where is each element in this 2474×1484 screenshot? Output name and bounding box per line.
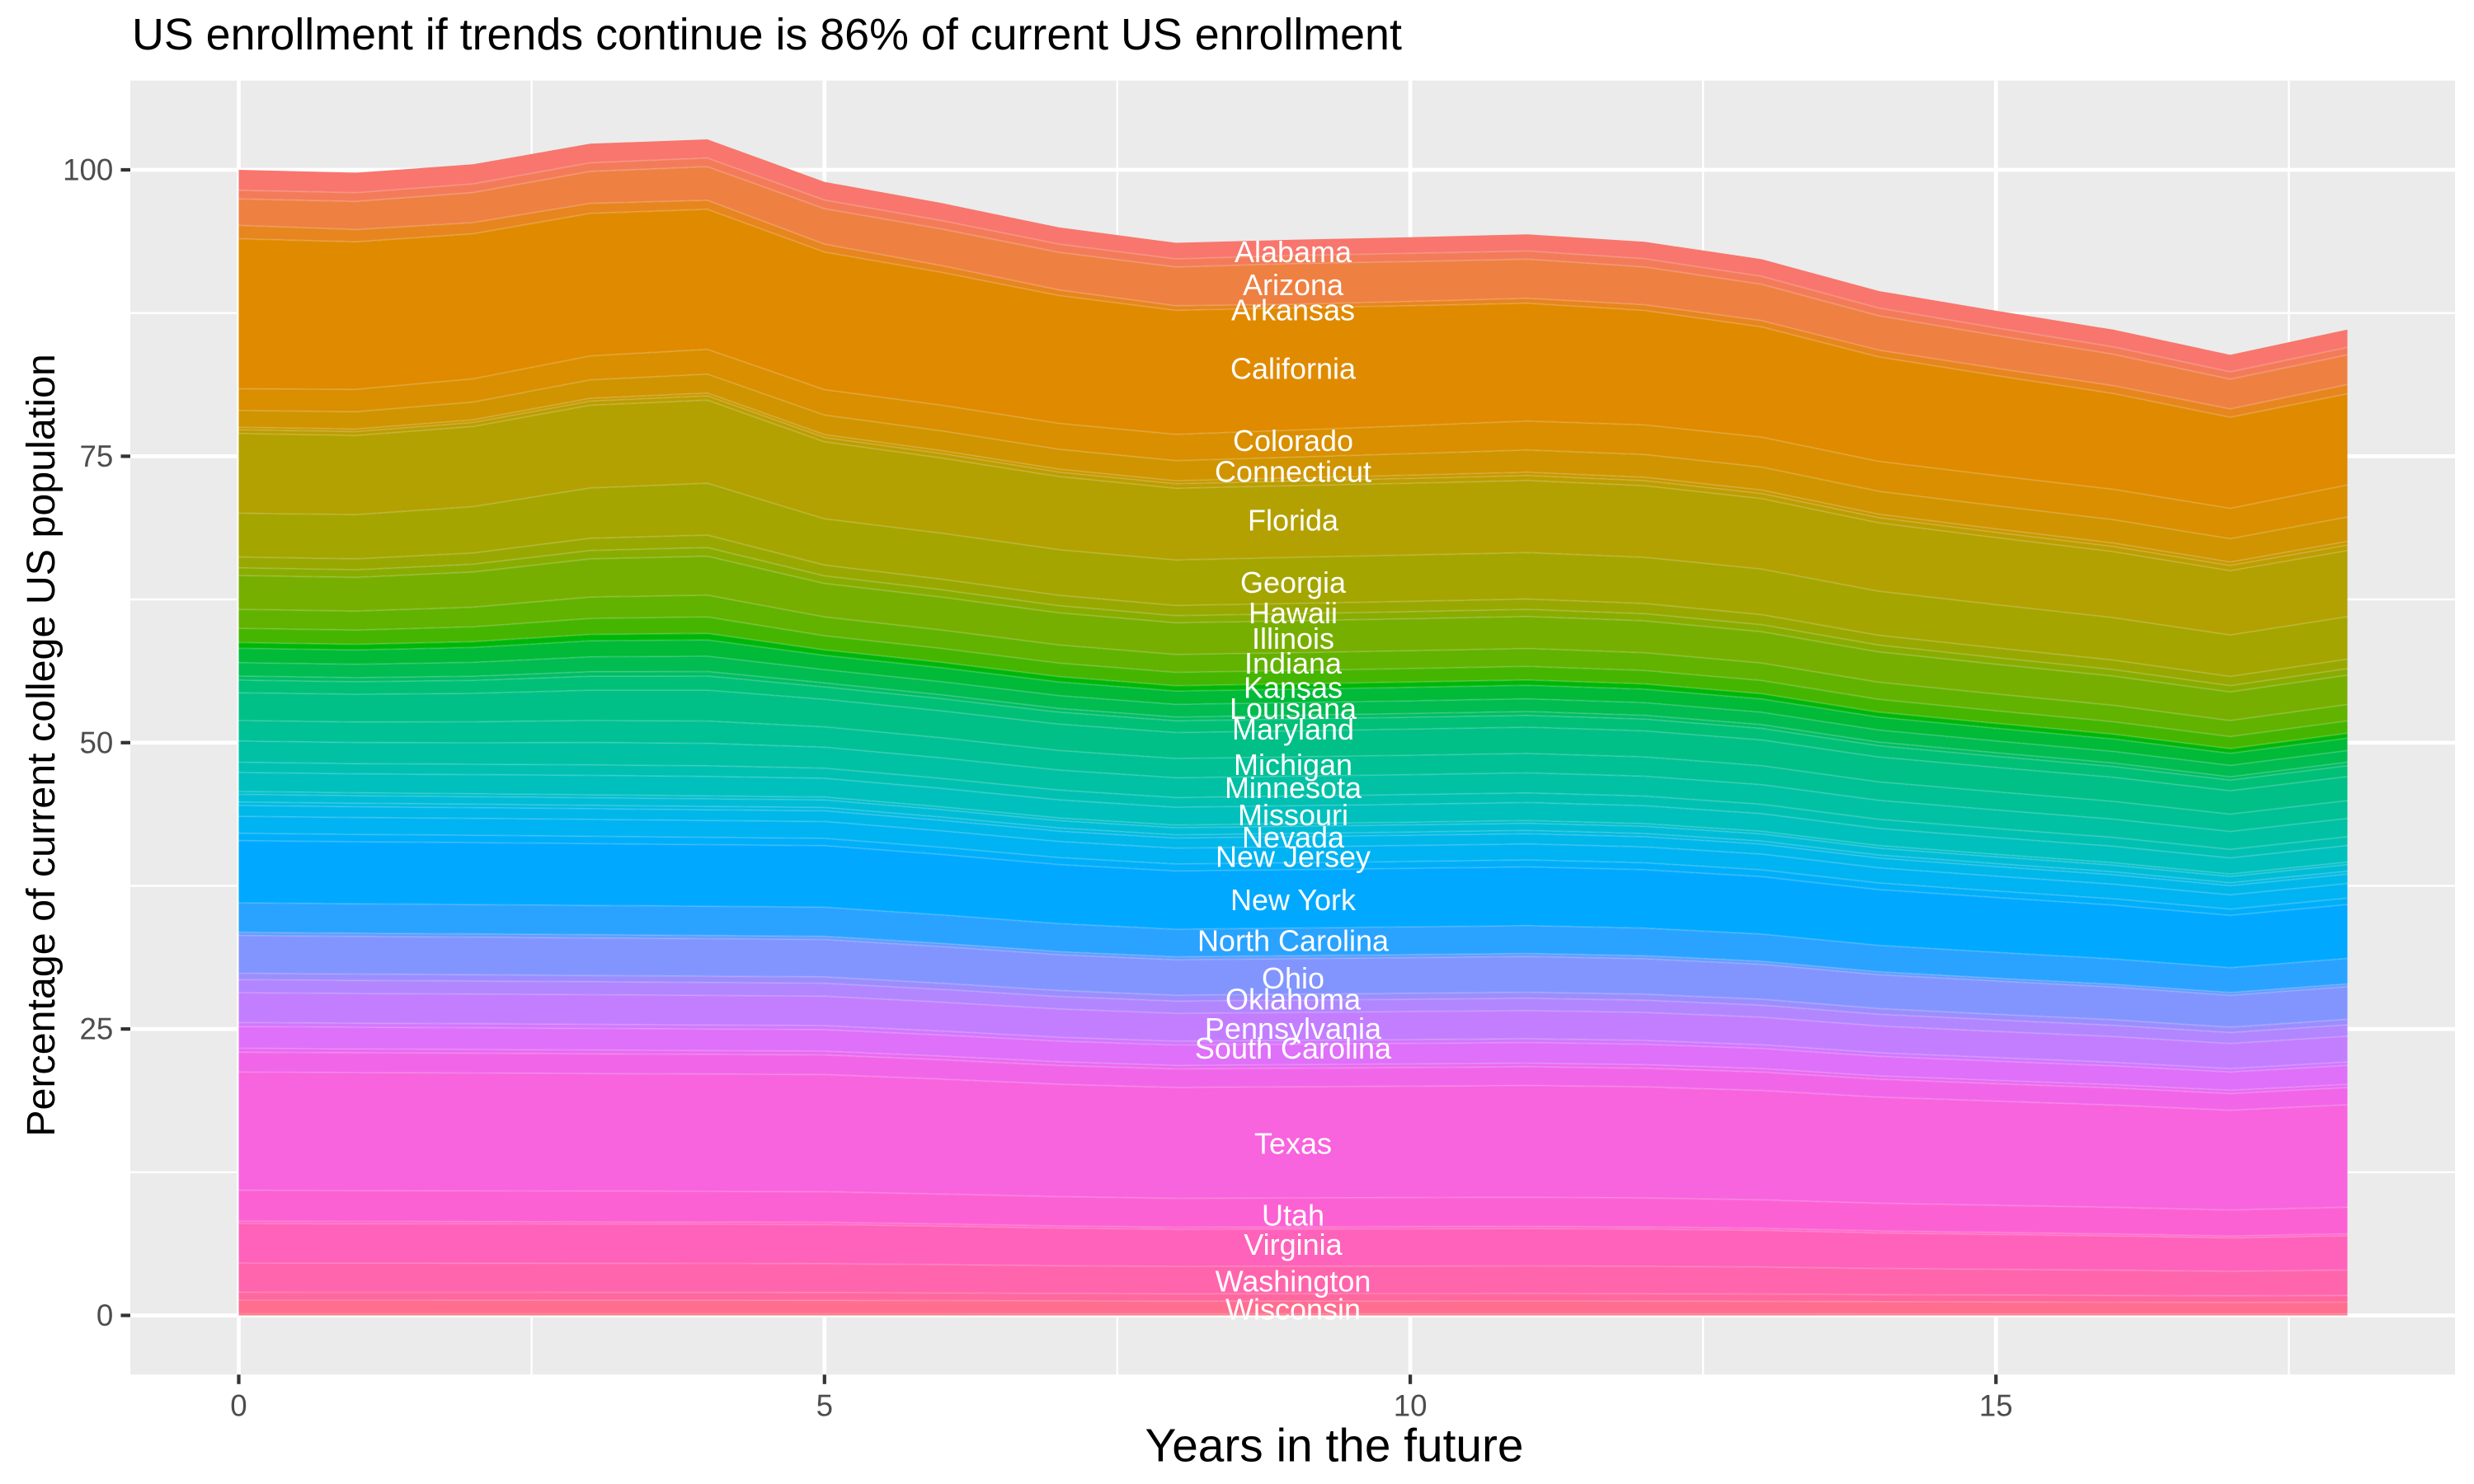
svg-text:Florida: Florida — [1248, 503, 1339, 537]
svg-text:Kansas: Kansas — [1244, 671, 1343, 705]
svg-text:Maryland: Maryland — [1232, 712, 1354, 746]
svg-text:Utah: Utah — [1262, 1199, 1324, 1233]
svg-text:Wisconsin: Wisconsin — [1225, 1293, 1361, 1327]
svg-text:South Carolina: South Carolina — [1195, 1031, 1392, 1065]
svg-text:Nevada: Nevada — [1242, 820, 1345, 854]
svg-text:25: 25 — [79, 1012, 113, 1046]
svg-text:Pennsylvania: Pennsylvania — [1205, 1012, 1382, 1045]
svg-text:0: 0 — [96, 1298, 113, 1332]
svg-text:Missouri: Missouri — [1238, 798, 1348, 832]
svg-text:Texas: Texas — [1254, 1126, 1332, 1160]
svg-text:Ohio: Ohio — [1262, 961, 1324, 995]
svg-text:5: 5 — [816, 1389, 833, 1423]
svg-text:Connecticut: Connecticut — [1215, 455, 1371, 489]
svg-text:100: 100 — [63, 153, 113, 187]
svg-text:North Carolina: North Carolina — [1197, 924, 1390, 958]
svg-text:Years in the future: Years in the future — [1145, 1421, 1524, 1472]
svg-text:Indiana: Indiana — [1244, 646, 1343, 680]
svg-text:Illinois: Illinois — [1252, 622, 1334, 655]
svg-text:California: California — [1230, 352, 1357, 386]
svg-text:Washington: Washington — [1216, 1265, 1371, 1298]
svg-text:New Jersey: New Jersey — [1216, 839, 1371, 873]
svg-text:Louisiana: Louisiana — [1230, 692, 1357, 726]
svg-text:Virginia: Virginia — [1244, 1228, 1343, 1261]
svg-text:Percentage of current college: Percentage of current college US populat… — [19, 354, 63, 1137]
svg-text:50: 50 — [79, 726, 113, 759]
svg-text:Oklahoma: Oklahoma — [1225, 983, 1362, 1017]
svg-text:New York: New York — [1230, 883, 1357, 917]
svg-text:15: 15 — [1979, 1389, 2013, 1423]
svg-text:Hawaii: Hawaii — [1249, 596, 1338, 630]
svg-text:Alabama: Alabama — [1235, 235, 1352, 269]
svg-text:Arkansas: Arkansas — [1231, 294, 1355, 327]
svg-text:10: 10 — [1394, 1389, 1427, 1423]
svg-text:Minnesota: Minnesota — [1225, 771, 1362, 805]
svg-text:Colorado: Colorado — [1233, 424, 1353, 458]
svg-text:0: 0 — [230, 1389, 247, 1423]
svg-text:75: 75 — [79, 439, 113, 473]
svg-text:Georgia: Georgia — [1240, 566, 1347, 599]
svg-text:Michigan: Michigan — [1234, 748, 1352, 782]
svg-text:US enrollment if trends contin: US enrollment if trends continue is 86% … — [132, 10, 1402, 59]
svg-text:Arizona: Arizona — [1243, 268, 1344, 302]
